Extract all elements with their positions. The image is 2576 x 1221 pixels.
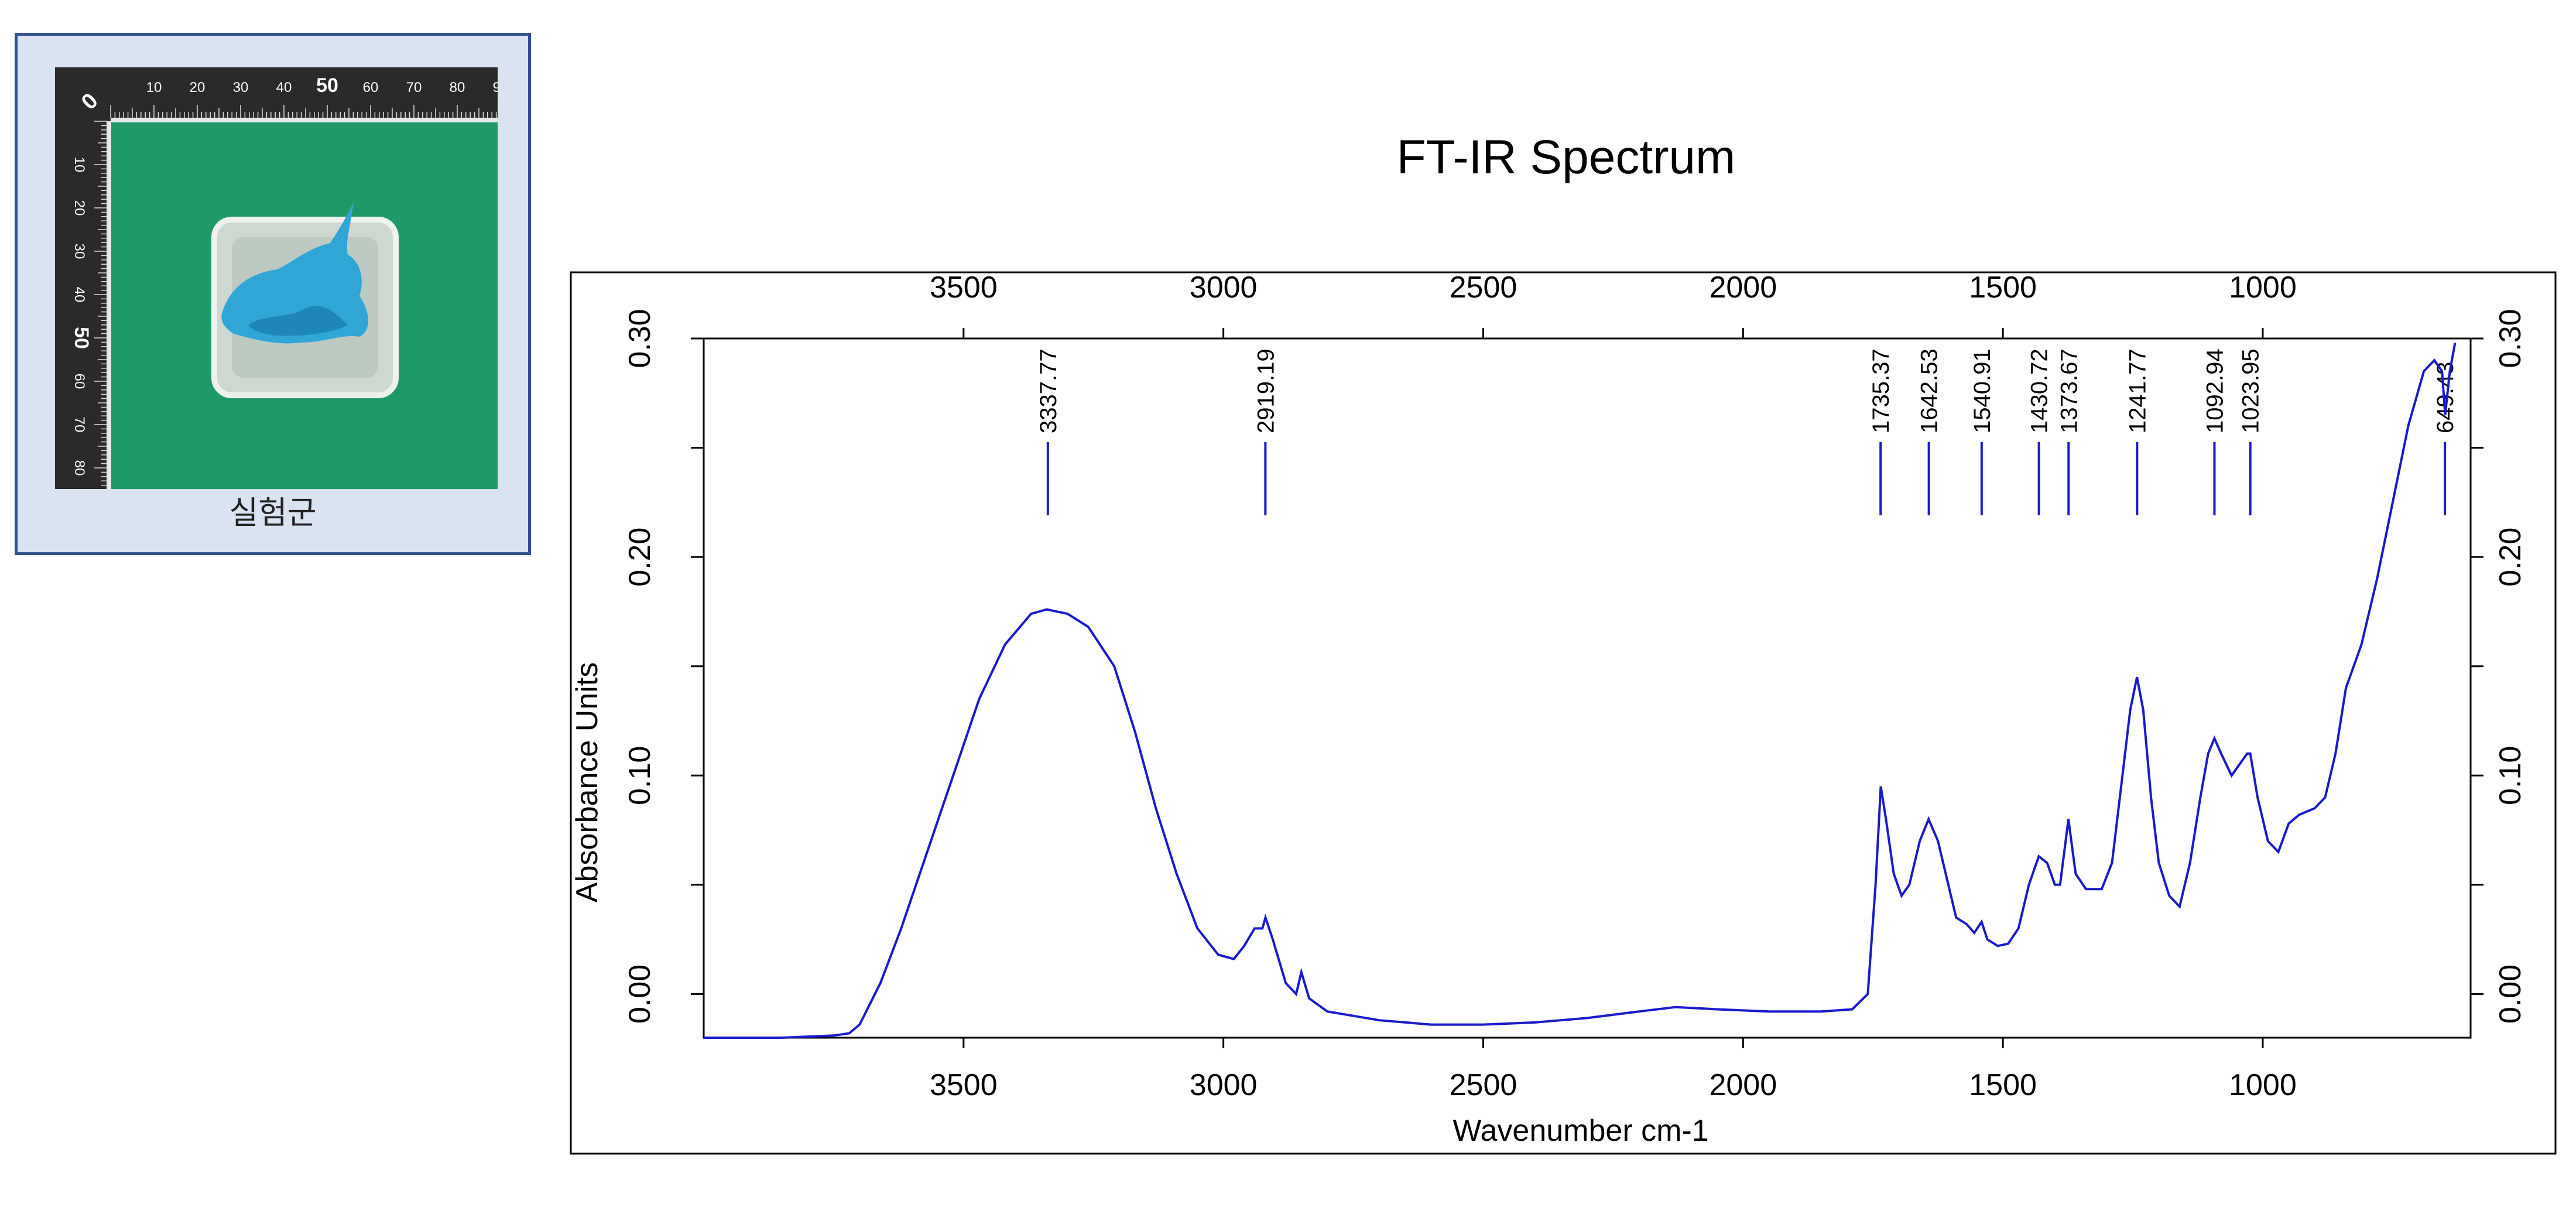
ruler-left-label: 60 — [71, 374, 87, 389]
ruler-top-strip — [111, 118, 498, 122]
x-tick-label-top: 1000 — [2229, 271, 2297, 305]
y-tick-label-right: 0.00 — [2493, 965, 2527, 1024]
x-tick-label-bottom: 3000 — [1190, 1068, 1258, 1102]
y-axis-left: 0.00 0.10 0.20 0.30 — [623, 309, 704, 1024]
ruler-left-labels: 102030405060708090 — [70, 157, 93, 476]
x-tick-label-top: 1500 — [1969, 271, 2037, 305]
ruler-left-label: 50 — [70, 327, 93, 349]
blue-specimen — [221, 202, 368, 344]
peak-markers: 3337.77 2919.19 1735.37 1642.53 1540.91 1430.… — [1036, 348, 2458, 515]
x-tick-label-top: 2500 — [1450, 271, 1517, 305]
ruler-top-label: 80 — [450, 80, 465, 95]
peak-label: 1642.53 — [1917, 348, 1943, 433]
x-tick-label-bottom: 1000 — [2229, 1068, 2297, 1102]
ruler-left-label: 30 — [71, 244, 87, 259]
spectrum-line — [704, 343, 2457, 1039]
ruler-top-label: 40 — [276, 80, 292, 95]
x-tick-label-bottom: 2000 — [1709, 1068, 1777, 1102]
chart-title: FT-IR Spectrum — [1396, 131, 1736, 184]
y-tick-label-left: 0.10 — [623, 746, 657, 805]
ruler-top-label: 50 — [316, 74, 338, 97]
y-tick-label-right: 0.10 — [2493, 746, 2527, 805]
peak-label: 1735.37 — [1868, 348, 1894, 433]
x-axis-top: 3500 3000 2500 2000 1500 1000 — [930, 271, 2297, 338]
peak-label: 2919.19 — [1253, 348, 1279, 433]
y-axis-label: Absorbance Units — [570, 662, 604, 902]
ruler-top-label: 60 — [363, 80, 379, 95]
plot-area-frame — [703, 337, 2472, 1039]
x-axis-label: Wavenumber cm-1 — [1453, 1114, 1708, 1148]
y-tick-label-left: 0.20 — [623, 528, 657, 587]
ruler-left-label: 80 — [71, 460, 87, 476]
ruler-top-ticks — [110, 105, 497, 118]
ruler-left-ticks — [94, 121, 107, 486]
x-tick-label-top: 2000 — [1709, 271, 1777, 305]
ruler-left-label: 40 — [71, 287, 87, 303]
x-tick-label-bottom: 3500 — [930, 1068, 998, 1102]
ruler-top-label: 30 — [233, 80, 249, 95]
x-tick-label-top: 3500 — [930, 271, 998, 305]
ruler-left-label: 20 — [71, 200, 87, 216]
sample-photo: 102030405060708090 102030405060708090 0 — [55, 67, 498, 489]
peak-label: 1023.95 — [2238, 348, 2264, 433]
ruler-top-label: 20 — [190, 80, 205, 95]
x-tick-label-bottom: 1500 — [1969, 1068, 2037, 1102]
ruler-top-label: 70 — [406, 80, 422, 95]
peak-label: 1241.77 — [2125, 348, 2150, 433]
x-tick-label-bottom: 2500 — [1450, 1068, 1517, 1102]
x-tick-label-top: 3000 — [1190, 271, 1258, 305]
blue-specimen-shadow — [248, 306, 348, 336]
peak-label: 1430.72 — [2027, 348, 2053, 433]
chart-outer-frame — [570, 271, 2557, 1155]
x-axis-bottom: 3500 3000 2500 2000 1500 1000 — [930, 1038, 2297, 1102]
peak-label: 1373.67 — [2056, 348, 2082, 433]
ruler-top-label: 10 — [146, 80, 162, 95]
y-axis-right: 0.00 0.10 0.20 0.30 — [2471, 309, 2527, 1024]
peak-label: 1092.94 — [2202, 348, 2228, 433]
ruler-top-label: 90 — [493, 80, 498, 95]
y-tick-label-right: 0.20 — [2493, 528, 2527, 587]
peak-label: 3337.77 — [1036, 348, 1061, 433]
y-tick-label-right: 0.30 — [2493, 309, 2527, 368]
y-tick-label-left: 0.30 — [623, 309, 657, 368]
peak-label: 649.43 — [2433, 362, 2458, 433]
ruler-left-label: 70 — [71, 417, 87, 433]
ruler-top-labels: 10 20 30 40 50 60 70 80 90 — [146, 74, 498, 97]
sample-caption: 실험군 — [229, 494, 317, 531]
y-tick-label-left: 0.00 — [623, 965, 657, 1024]
sample-photo-panel: 102030405060708090 102030405060708090 0 … — [15, 33, 531, 555]
ruler-left-label: 10 — [71, 157, 87, 173]
ruler-left-strip — [107, 121, 111, 489]
peak-label: 1540.91 — [1969, 348, 1995, 433]
